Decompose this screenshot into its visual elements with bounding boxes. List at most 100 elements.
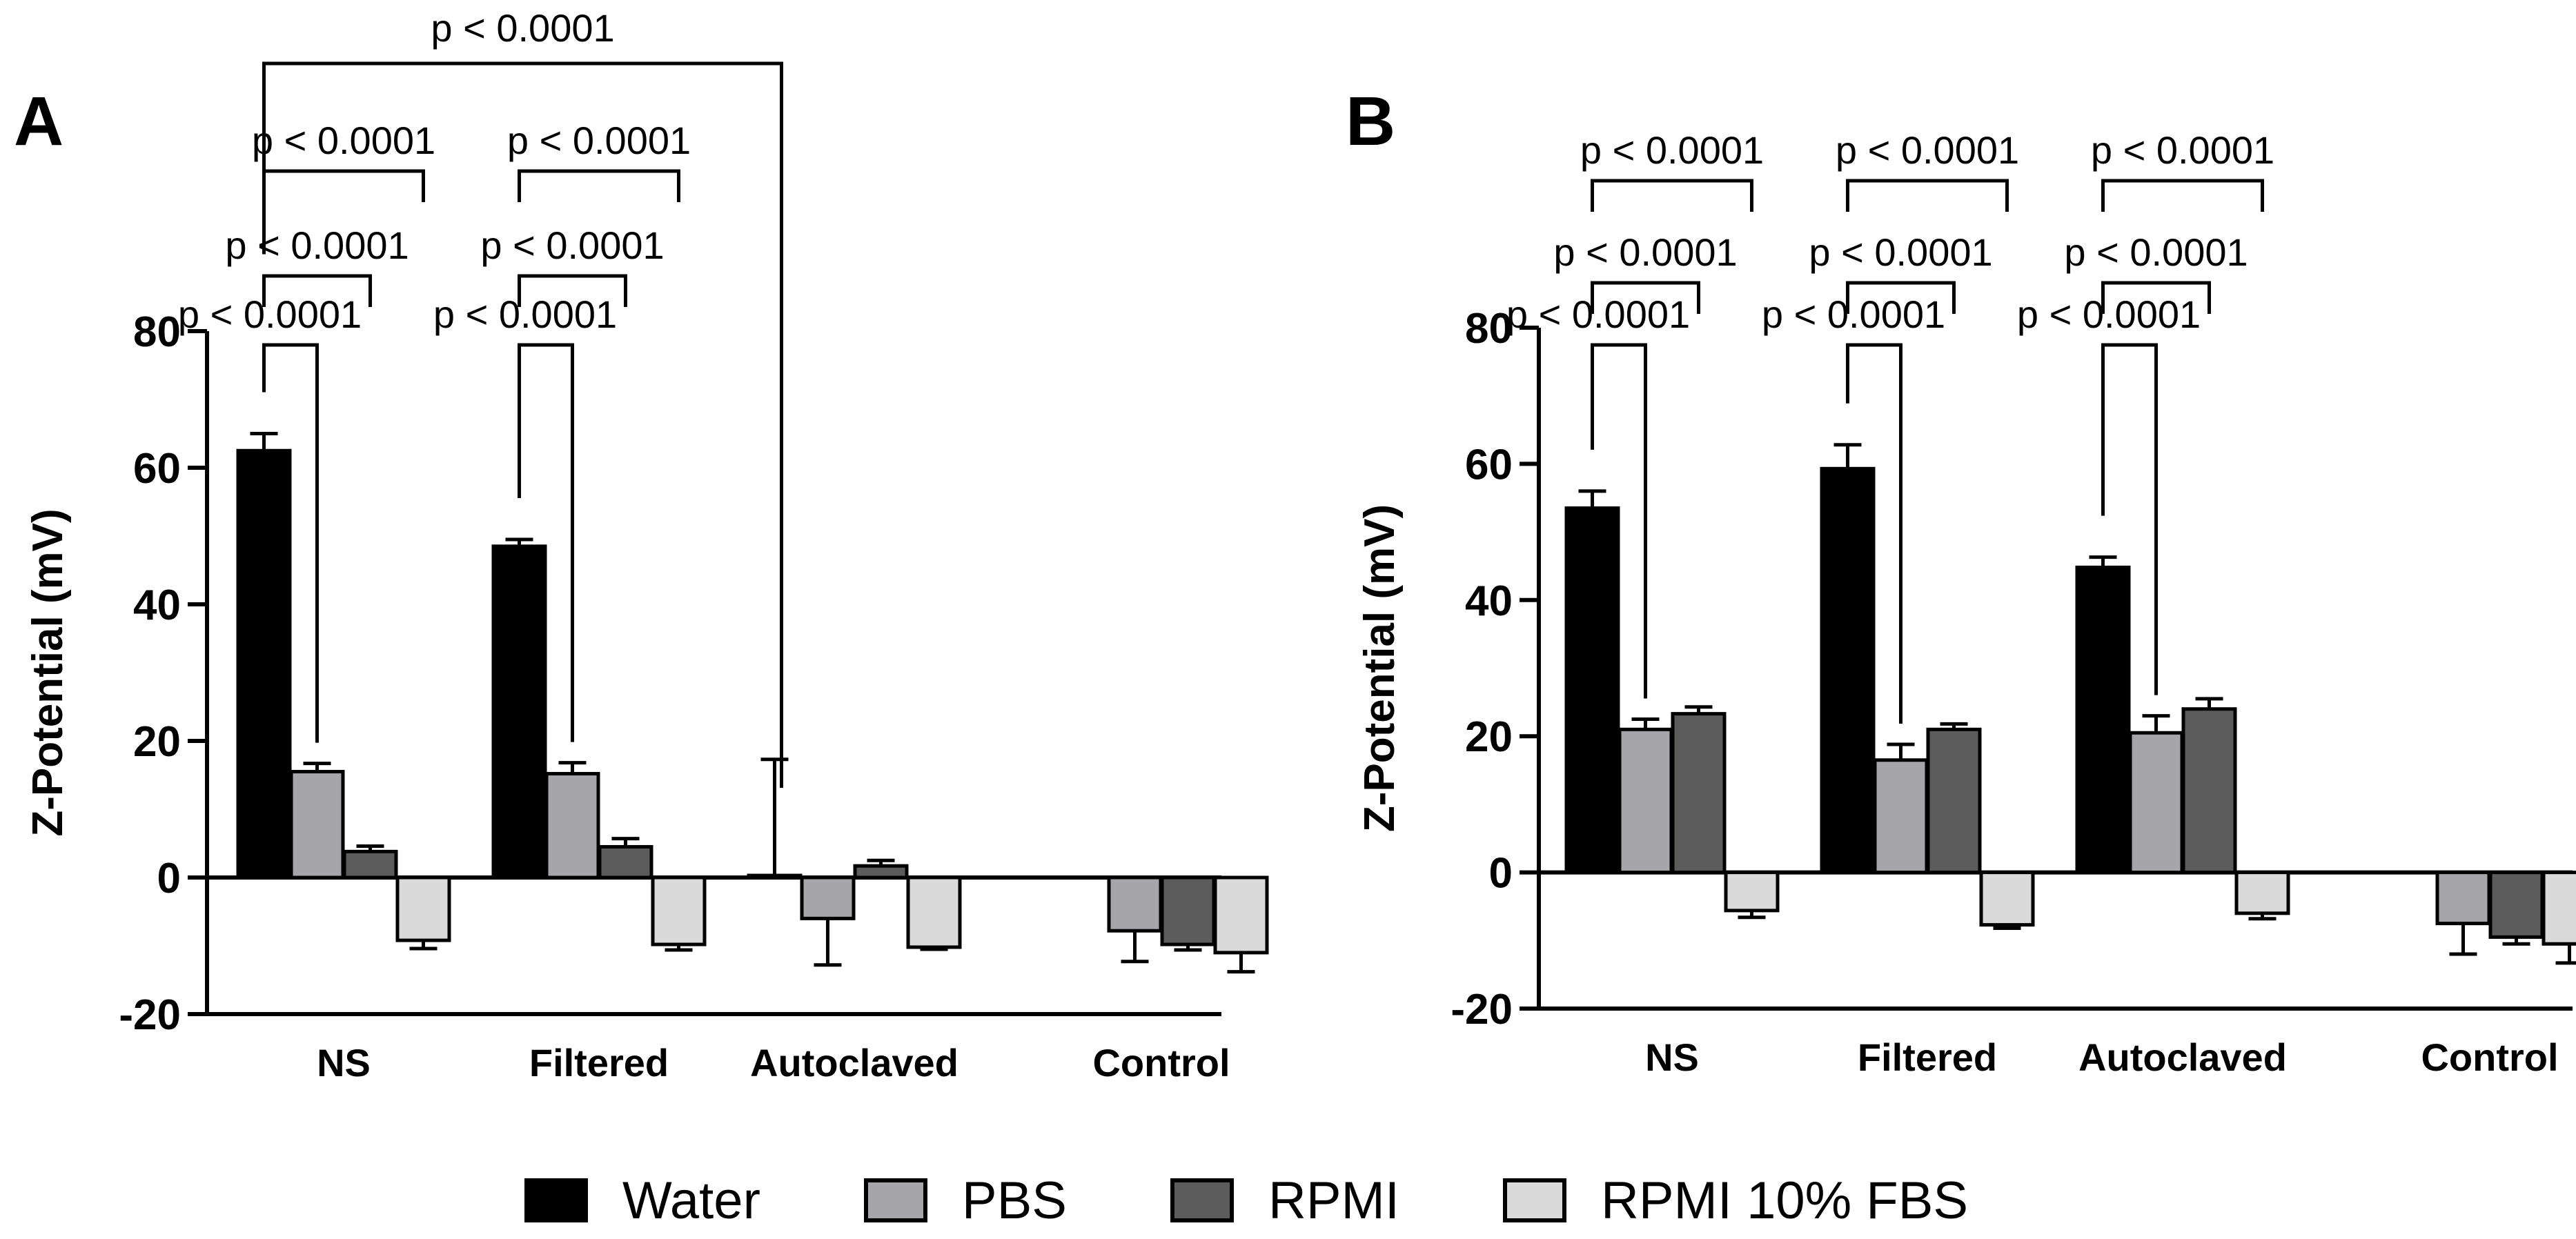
panel-a: A Z-Potential (mV) -20 0 20 40 60 80 NS Filtered A… bbox=[14, 6, 1269, 1084]
bar-rpmi-autoclaved bbox=[2181, 707, 2237, 875]
bar-pbs-filtered bbox=[1873, 758, 1929, 875]
bar-pbs-autoclaved bbox=[800, 875, 856, 920]
significance-label: p < 0.0001 bbox=[178, 293, 362, 336]
significance-bracket bbox=[2101, 343, 2158, 695]
bar-water-autoclaved bbox=[747, 873, 803, 880]
bar-pbs-control bbox=[2435, 871, 2491, 926]
bar-rpmi-10-fbs-control bbox=[1213, 875, 1269, 955]
bar-water-autoclaved bbox=[2075, 565, 2131, 875]
significance-label: p < 0.0001 bbox=[225, 224, 409, 267]
bar-rpmi-autoclaved bbox=[853, 864, 909, 880]
significance-bracket bbox=[1591, 343, 1647, 699]
bar-rpmi-ns bbox=[1671, 712, 1727, 875]
y-tick-label: 60 bbox=[1465, 441, 1513, 488]
significance-label: p < 0.0001 bbox=[1506, 293, 1690, 336]
significance-bracket bbox=[262, 169, 425, 202]
x-tick-label-autoclaved: Autoclaved bbox=[750, 1041, 958, 1084]
x-tick-label-control: Control bbox=[2421, 1035, 2558, 1079]
bar-pbs-ns bbox=[1618, 727, 1673, 875]
bar-pbs-filtered bbox=[544, 772, 600, 880]
significance-bracket bbox=[518, 343, 574, 742]
significance-bracket bbox=[1591, 281, 1700, 314]
x-tick-label-control: Control bbox=[1092, 1041, 1230, 1084]
significance-bracket bbox=[518, 274, 627, 307]
bar-rpmi-10-fbs-control bbox=[2541, 871, 2576, 946]
bar-water-ns bbox=[1564, 506, 1620, 875]
y-tick-label: 40 bbox=[1465, 577, 1513, 625]
bar-water-filtered bbox=[1820, 466, 1876, 875]
bar-rpmi-control bbox=[2488, 871, 2544, 939]
legend-label-pbs: PBS bbox=[961, 1171, 1067, 1230]
y-tick-label: 0 bbox=[157, 855, 181, 902]
legend-item-water: Water bbox=[524, 1171, 760, 1231]
y-axis-label: Z-Potential (mV) bbox=[1356, 504, 1404, 832]
y-tick-label: 20 bbox=[133, 718, 181, 766]
legend-label-water: Water bbox=[622, 1171, 760, 1230]
panel-b: B Z-Potential (mV) -20 0 20 40 60 80 NS Filtered A… bbox=[1346, 83, 2576, 1079]
legend-swatch-water bbox=[524, 1178, 588, 1222]
x-tick-label-ns: NS bbox=[317, 1041, 371, 1084]
significance-label: p < 0.0001 bbox=[252, 119, 435, 162]
y-tick-label: 40 bbox=[133, 582, 181, 629]
significance-label: p < 0.0001 bbox=[2091, 128, 2274, 172]
bar-water-ns bbox=[236, 448, 292, 880]
significance-label: p < 0.0001 bbox=[2017, 293, 2201, 336]
bar-rpmi-10-fbs-ns bbox=[395, 875, 451, 942]
bar-pbs-control bbox=[1107, 875, 1163, 933]
significance-label: p < 0.0001 bbox=[2064, 230, 2248, 274]
y-tick-label: 80 bbox=[133, 308, 181, 356]
panel-letter: B bbox=[1346, 83, 1395, 160]
x-tick-label-filtered: Filtered bbox=[529, 1041, 669, 1084]
legend-swatch-rpmi-fbs bbox=[1502, 1178, 1566, 1222]
bar-rpmi-ns bbox=[342, 849, 398, 880]
significance-label: p < 0.0001 bbox=[1762, 293, 1945, 336]
legend-label-rpmi-fbs: RPMI 10% FBS bbox=[1600, 1171, 1969, 1230]
bar-rpmi-filtered bbox=[598, 844, 653, 880]
y-tick-label: 0 bbox=[1489, 850, 1513, 898]
legend-swatch-pbs bbox=[863, 1178, 927, 1222]
x-tick-label-ns: NS bbox=[1645, 1035, 1699, 1079]
y-tick-label: -20 bbox=[1451, 986, 1513, 1033]
bar-rpmi-10-fbs-ns bbox=[1724, 871, 1780, 913]
bar-rpmi-10-fbs-autoclaved bbox=[2234, 871, 2290, 915]
y-tick-label: -20 bbox=[119, 991, 181, 1039]
legend-item-rpmi-fbs: RPMI 10% FBS bbox=[1502, 1171, 1969, 1231]
y-axis-label: Z-Potential (mV) bbox=[24, 508, 72, 836]
significance-bracket bbox=[2101, 179, 2264, 212]
significance-label: p < 0.0001 bbox=[1580, 128, 1764, 172]
bar-rpmi-10-fbs-filtered bbox=[651, 875, 707, 946]
significance-bracket bbox=[1846, 281, 1956, 314]
significance-bracket bbox=[262, 61, 783, 788]
y-tick-label: 60 bbox=[133, 445, 181, 493]
significance-bracket bbox=[518, 169, 680, 202]
legend-item-rpmi: RPMI bbox=[1170, 1171, 1399, 1231]
x-tick-label-filtered: Filtered bbox=[1858, 1035, 1997, 1079]
significance-bracket bbox=[2101, 281, 2211, 314]
significance-label: p < 0.0001 bbox=[1809, 230, 1992, 274]
significance-label: p < 0.0001 bbox=[433, 293, 617, 336]
significance-bracket bbox=[1846, 343, 1902, 724]
significance-bracket bbox=[1591, 179, 1753, 212]
legend-swatch-rpmi bbox=[1170, 1178, 1234, 1222]
bar-pbs-ns bbox=[289, 770, 345, 880]
bar-rpmi-filtered bbox=[1926, 727, 1982, 875]
bar-water-filtered bbox=[491, 544, 547, 880]
legend-item-pbs: PBS bbox=[863, 1171, 1067, 1231]
legend-label-rpmi: RPMI bbox=[1268, 1171, 1399, 1230]
legend: Water PBS RPMI RPMI 10% FBS bbox=[524, 1166, 2072, 1235]
significance-label: p < 0.0001 bbox=[1836, 128, 2019, 172]
significance-label: p < 0.0001 bbox=[507, 119, 691, 162]
significance-bracket bbox=[1846, 179, 2009, 212]
bar-rpmi-10-fbs-autoclaved bbox=[906, 875, 962, 949]
bar-rpmi-10-fbs-filtered bbox=[1979, 871, 2035, 927]
significance-label: p < 0.0001 bbox=[480, 224, 664, 267]
bar-rpmi-control bbox=[1160, 875, 1216, 946]
y-tick-label: 80 bbox=[1465, 305, 1513, 353]
significance-label: p < 0.0001 bbox=[431, 6, 614, 50]
significance-label: p < 0.0001 bbox=[1553, 230, 1737, 274]
bar-pbs-autoclaved bbox=[2128, 731, 2184, 875]
panel-letter: A bbox=[14, 83, 63, 160]
significance-bracket bbox=[262, 274, 372, 307]
y-tick-label: 20 bbox=[1465, 713, 1513, 761]
